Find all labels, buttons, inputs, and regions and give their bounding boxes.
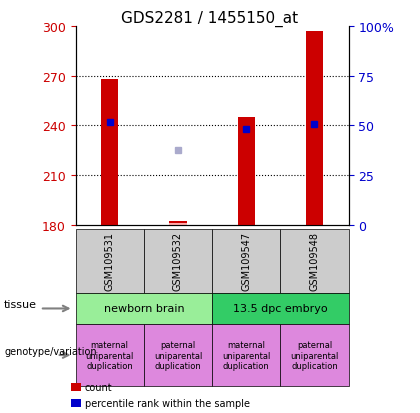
Text: paternal
uniparental
duplication: paternal uniparental duplication (290, 340, 339, 370)
Text: maternal
uniparental
duplication: maternal uniparental duplication (86, 340, 134, 370)
Bar (169, 223, 186, 225)
Bar (169, 222, 186, 225)
Bar (101, 80, 118, 225)
Text: count: count (85, 382, 113, 392)
Text: GSM109531: GSM109531 (105, 232, 115, 291)
Text: newborn brain: newborn brain (104, 304, 184, 314)
Text: 13.5 dpc embryo: 13.5 dpc embryo (233, 304, 328, 314)
Text: GSM109548: GSM109548 (310, 232, 320, 291)
Text: percentile rank within the sample: percentile rank within the sample (85, 398, 250, 408)
Text: GSM109532: GSM109532 (173, 232, 183, 291)
Bar (306, 32, 323, 225)
Text: genotype/variation: genotype/variation (4, 346, 97, 356)
Text: GDS2281 / 1455150_at: GDS2281 / 1455150_at (121, 10, 299, 26)
Text: maternal
uniparental
duplication: maternal uniparental duplication (222, 340, 270, 370)
Text: tissue: tissue (4, 299, 37, 310)
Text: GSM109547: GSM109547 (241, 232, 251, 291)
Text: paternal
uniparental
duplication: paternal uniparental duplication (154, 340, 202, 370)
Bar (238, 118, 255, 225)
